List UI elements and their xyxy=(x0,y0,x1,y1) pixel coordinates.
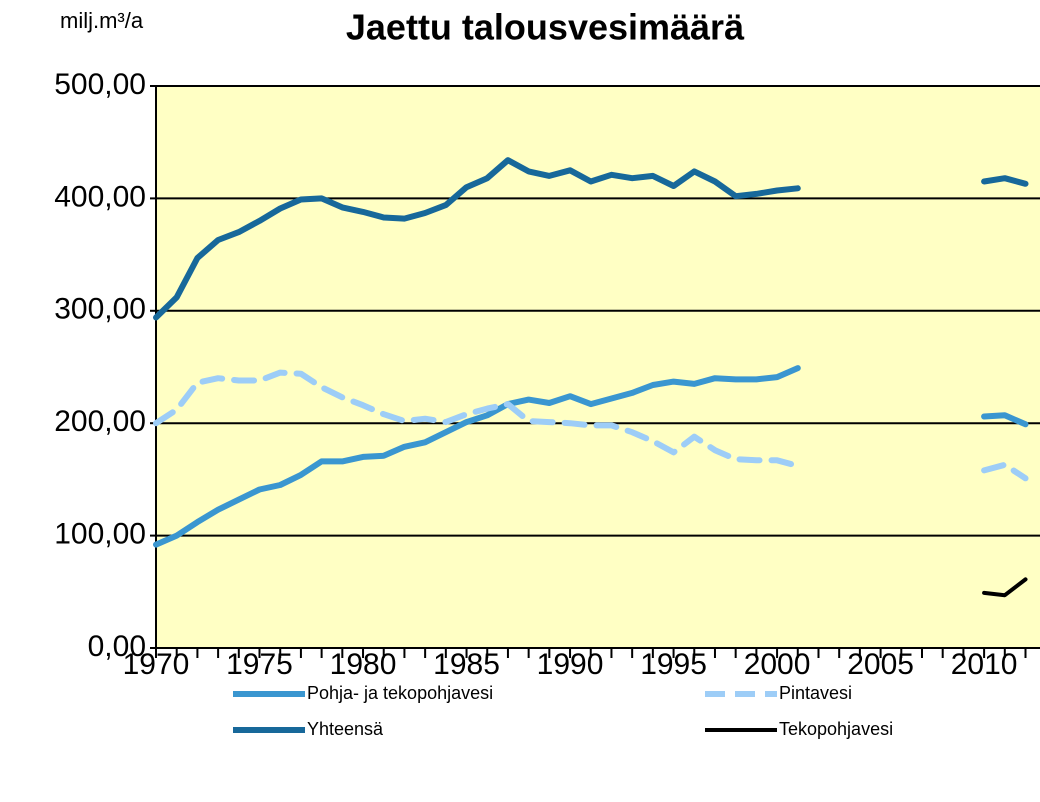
y-tick-label: 200,00 xyxy=(54,405,146,438)
x-tick-label: 1975 xyxy=(226,648,293,681)
series-line xyxy=(153,157,1029,321)
x-tick-label: 1980 xyxy=(330,648,397,681)
x-tick-label: 2010 xyxy=(951,648,1018,681)
x-tick-label: 2005 xyxy=(847,648,914,681)
x-tick-label: 1990 xyxy=(537,648,604,681)
x-tick-label: 2000 xyxy=(744,648,811,681)
series-line xyxy=(153,365,1029,548)
legend-label: Yhteensä xyxy=(307,719,384,739)
legend-label: Pohja- ja tekopohjavesi xyxy=(307,683,493,703)
series-line xyxy=(153,369,1029,482)
y-tick-label: 300,00 xyxy=(54,293,146,326)
plot-area xyxy=(156,86,1040,648)
legend-label: Tekopohjavesi xyxy=(779,719,893,739)
chart-title: Jaettu talousvesimäärä xyxy=(346,7,745,48)
x-tick-label: 1985 xyxy=(433,648,500,681)
y-tick-label: 400,00 xyxy=(54,180,146,213)
y-axis-label: milj.m³/a xyxy=(60,8,144,33)
y-tick-label: 500,00 xyxy=(54,68,146,101)
x-tick-label: 1995 xyxy=(640,648,707,681)
legend-label: Pintavesi xyxy=(779,683,852,703)
y-tick-label: 100,00 xyxy=(54,518,146,551)
x-tick-label: 1970 xyxy=(123,648,190,681)
series-line xyxy=(982,577,1028,598)
y-tick-label: 0,00 xyxy=(88,630,146,663)
